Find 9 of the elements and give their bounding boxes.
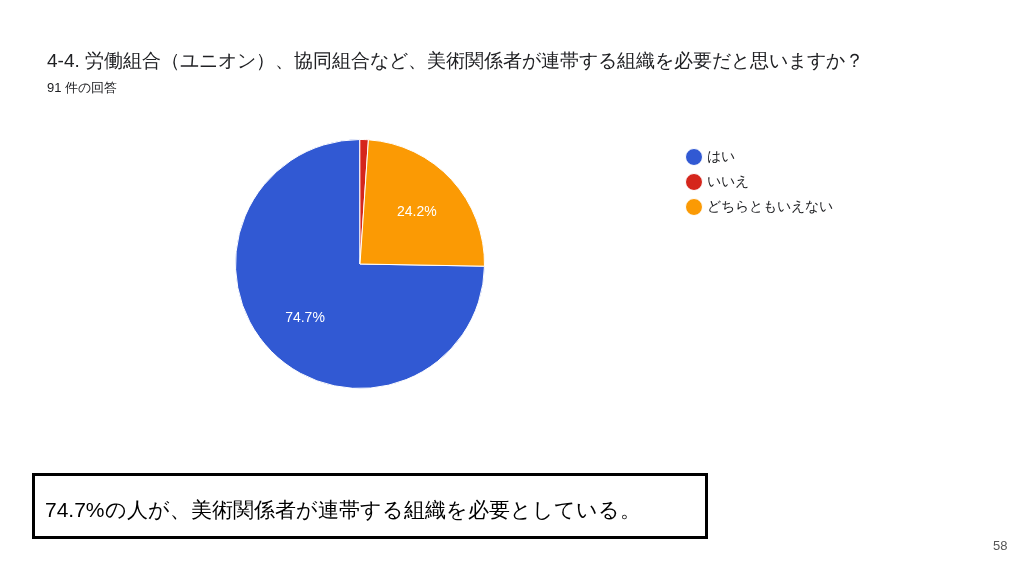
legend-label: はい bbox=[707, 147, 735, 164]
text: 58 bbox=[993, 538, 1008, 553]
text: 74.7%の人が、美術関係者が連帯する組織を必要としている。 bbox=[32, 473, 708, 539]
data-label: 24.2% bbox=[397, 202, 437, 219]
chart-title: 4-4. 労働組合（ユニオン）、協同組合など、美術関係者が連帯する組織を必要だと思いますか？ bbox=[47, 49, 865, 73]
legend-label: どちらともいえない bbox=[707, 197, 833, 214]
text: 91 件の回答 bbox=[47, 79, 118, 97]
legend-label: いいえ bbox=[707, 172, 749, 189]
data-label: 74.7% bbox=[285, 309, 325, 325]
